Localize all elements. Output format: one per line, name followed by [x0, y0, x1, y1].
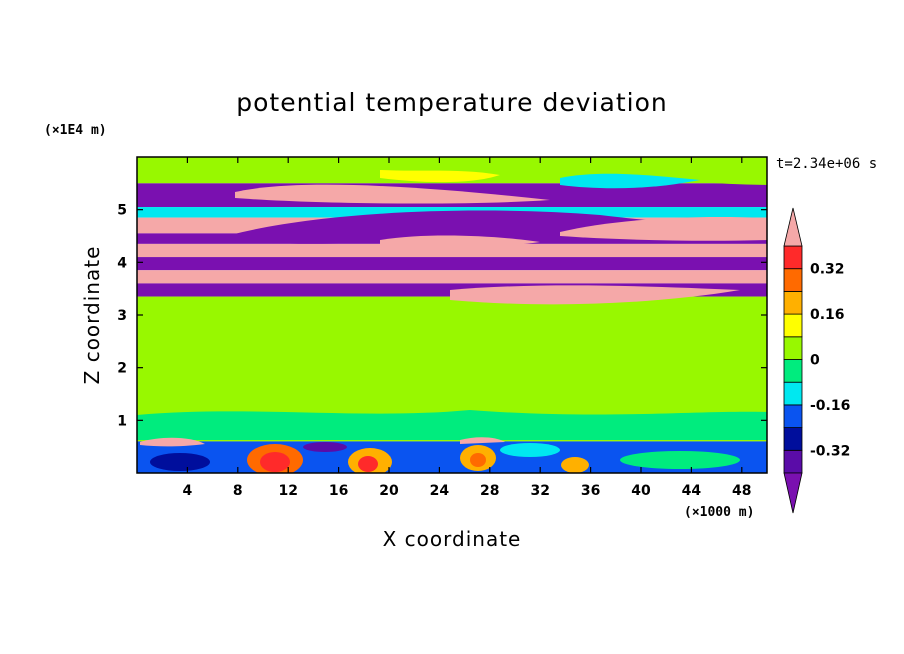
x-tick-label: 8	[233, 483, 243, 499]
contour-band	[137, 270, 767, 284]
x-tick-label: 12	[278, 483, 297, 499]
contour-blob	[137, 350, 767, 413]
colorbar-tick-label: 0.32	[810, 262, 845, 278]
contour-blob	[303, 442, 347, 452]
contour-blob	[235, 184, 550, 204]
x-tick-label: 24	[430, 483, 450, 499]
x-tick-label: 20	[379, 483, 399, 499]
x-axis: 4 8 12 16 20 24 28 32 36 40 44 48	[183, 157, 752, 499]
x-tick-label: 28	[480, 483, 499, 499]
y-tick-label: 2	[117, 361, 127, 377]
y-tick-label: 4	[117, 255, 127, 271]
colorbar-segment	[783, 359, 803, 383]
contour-blob	[150, 453, 210, 471]
contour-blob	[137, 410, 767, 440]
colorbar-segment	[783, 381, 803, 406]
contour-blob	[137, 300, 767, 385]
contour-blob	[460, 437, 505, 444]
plot-area	[137, 157, 767, 473]
contour-blob	[380, 170, 500, 183]
contour-blob	[561, 457, 589, 473]
contour-blob	[450, 285, 740, 305]
x-tick-label: 16	[329, 483, 348, 499]
contour-blob	[470, 453, 486, 467]
colorbar-segment	[783, 313, 803, 338]
colorbar-tick-label: -0.32	[810, 443, 850, 459]
x-tick-label: 4	[183, 483, 193, 499]
contour-blob	[500, 443, 560, 457]
colorbar-tick-label: -0.16	[810, 398, 850, 414]
colorbar-segment	[783, 245, 803, 270]
colorbar-segment	[783, 427, 803, 451]
colorbar-over-triangle	[783, 207, 803, 247]
colorbar-segment	[783, 404, 803, 428]
y-axis: 1 2 3 4 5	[117, 203, 767, 429]
x-tick-label: 48	[732, 483, 751, 499]
colorbar-segment	[783, 336, 803, 360]
y-unit-label: (×1E4 m)	[44, 123, 107, 138]
colorbar-segment	[783, 449, 803, 474]
contour-blob	[260, 452, 290, 472]
time-stamp: t=2.34e+06 s	[776, 156, 877, 172]
contour-band	[137, 243, 767, 258]
x-tick-label: 44	[682, 483, 702, 499]
contour-blob	[560, 216, 767, 241]
x-tick-label: 36	[581, 483, 600, 499]
contour-blob	[358, 456, 378, 472]
colorbar-tick-label: 0.16	[810, 307, 845, 323]
x-tick-label: 40	[631, 483, 651, 499]
contour-band	[137, 257, 767, 271]
contour-blob	[560, 173, 700, 189]
y-tick-label: 1	[117, 413, 127, 429]
colorbar: -0.32 -0.16 0 0.16 0.32	[783, 207, 850, 514]
colorbar-segment	[783, 290, 803, 315]
colorbar-segment	[783, 268, 803, 292]
contour-blob	[140, 437, 205, 447]
chart-title: potential temperature deviation	[236, 88, 667, 117]
x-unit-label: (×1000 m)	[684, 505, 754, 520]
y-tick-label: 5	[117, 203, 127, 219]
colorbar-tick-label: 0	[810, 353, 820, 369]
contour-features	[137, 157, 767, 473]
x-tick-label: 32	[530, 483, 549, 499]
y-tick-label: 3	[117, 308, 127, 324]
contour-blob	[380, 235, 540, 247]
contour-blob	[620, 451, 740, 469]
y-axis-title: Z coordinate	[80, 246, 104, 385]
colorbar-under-triangle	[783, 472, 803, 514]
x-axis-title: X coordinate	[383, 527, 522, 551]
